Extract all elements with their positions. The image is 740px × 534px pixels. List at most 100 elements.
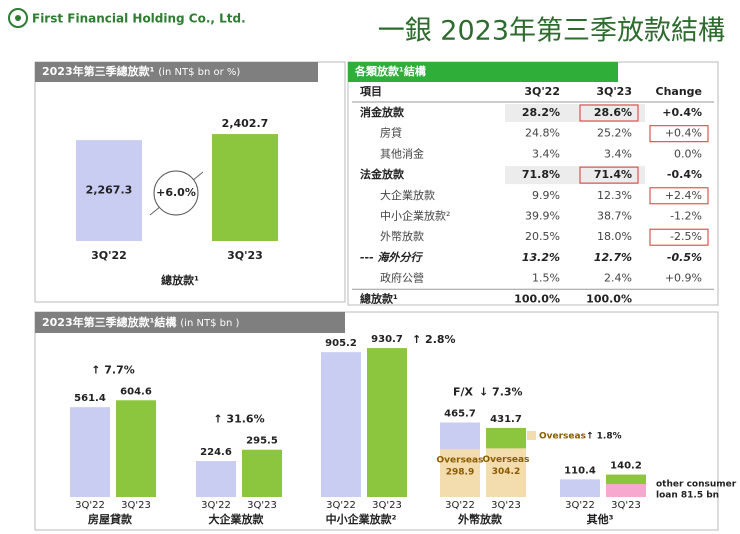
bar: [116, 400, 156, 497]
panel: [34, 311, 719, 531]
table-cell: 28.2%: [522, 106, 560, 119]
table-cell: 18.0%: [597, 230, 632, 243]
segment-name: Overseas: [483, 455, 530, 465]
x-tick-label: 3Q'23: [372, 500, 402, 511]
bar: [70, 407, 110, 497]
table-cell: 100.0%: [586, 292, 632, 305]
value-label: 2,267.3: [86, 184, 133, 197]
legend-swatch: [527, 431, 536, 440]
table-cell: 房貸: [380, 126, 402, 140]
bar: [367, 348, 407, 497]
growth: +6.0%: [156, 186, 196, 199]
subtitle: (in NT$ bn ): [180, 318, 239, 329]
highlight-box: [649, 187, 709, 205]
panel-header: [35, 312, 345, 333]
fx-label: F/X: [453, 385, 474, 398]
x-tick-label: 3Q'22: [445, 500, 475, 511]
legend-growth: ↑ 1.8%: [586, 432, 622, 442]
other-consumer-segment: [606, 483, 646, 497]
logo-dot: [15, 15, 21, 21]
x-tick-label: 3Q'23: [247, 500, 277, 511]
bar: [321, 352, 361, 497]
growth-circle: [153, 170, 199, 216]
value-label: 224.6: [200, 447, 232, 458]
table-cell: 大企業放款: [380, 188, 435, 202]
category-label: 房屋貸款: [88, 512, 133, 526]
value-label: 431.7: [490, 414, 522, 425]
table-cell: 消金放款: [360, 105, 405, 119]
x-tick-label: 3Q'23: [611, 500, 641, 511]
table-header-cell: 3Q'23: [596, 85, 632, 98]
highlight-box: [579, 166, 639, 184]
x-tick-label: 3Q'22: [75, 500, 105, 511]
table-cell: 71.4%: [594, 168, 632, 181]
table-cell: +0.4%: [662, 106, 702, 119]
table-cell: 中小企業放款²: [380, 209, 450, 223]
table-cell: 1.5%: [532, 272, 560, 285]
segment-label: other consumer: [656, 480, 737, 490]
value-label: 295.5: [246, 436, 278, 447]
x-tick-label: 3Q'23: [491, 500, 521, 511]
table-cell: 政府公營: [380, 271, 424, 285]
value-label: 2,402.7: [222, 117, 269, 130]
x-tick-label: 3Q'22: [326, 500, 356, 511]
table-header-cell: Change: [656, 85, 703, 98]
bar: [560, 479, 600, 497]
panel-header: [35, 62, 318, 82]
table-cell: 39.9%: [525, 210, 560, 223]
overseas-segment: [440, 449, 480, 497]
table-cell: -0.4%: [667, 168, 702, 181]
table-cell: 12.7%: [594, 251, 632, 264]
category-label: 中小企業放款²: [326, 512, 397, 526]
table-cell: 100.0%: [514, 292, 560, 305]
table-cell: 20.5%: [525, 230, 560, 243]
x-label: 總放款¹: [161, 273, 199, 287]
table-cell: 總放款¹: [360, 291, 398, 305]
segment-value: 304.2: [492, 467, 520, 477]
table-header-cell: 項目: [360, 85, 382, 98]
x-tick-label: 3Q'23: [227, 249, 263, 262]
x-tick-label: 3Q'22: [565, 500, 595, 511]
category-label: 其他³: [587, 512, 614, 526]
slide-title: 一銀 2023年第三季放款結構: [378, 16, 725, 47]
x-tick-label: 3Q'22: [91, 249, 127, 262]
value-label: 604.6: [120, 386, 152, 397]
highlight-box: [579, 104, 639, 122]
table-cell: 其他消金: [380, 146, 424, 160]
x-tick-label: 3Q'22: [201, 500, 231, 511]
title: 2023年第三季總放款¹結構: [42, 315, 176, 329]
table-cell: 外幣放款: [380, 229, 424, 243]
segment-name: Overseas: [437, 456, 484, 466]
change-label: ↓ 7.3%: [479, 385, 523, 398]
table-cell: -1.2%: [670, 210, 702, 223]
bar: [212, 134, 278, 241]
table-cell: 13.2%: [522, 251, 560, 264]
highlight-box: [649, 125, 709, 143]
value-label: 140.2: [610, 461, 642, 472]
table-cell: 38.7%: [597, 210, 632, 223]
overseas-segment: [486, 448, 526, 497]
table-cell: +2.4%: [665, 189, 702, 202]
legend-name: Overseas: [539, 432, 586, 442]
bar: [76, 140, 142, 241]
x-tick-label: 3Q'23: [121, 500, 151, 511]
value-label: 561.4: [74, 393, 106, 404]
table-cell: 法金放款: [360, 167, 405, 181]
value-label: 905.2: [325, 338, 357, 349]
segment-value: 298.9: [446, 468, 474, 478]
value-label: 930.7: [371, 334, 403, 345]
table-cell: 9.9%: [532, 189, 560, 202]
table-cell: 3.4%: [604, 147, 632, 160]
row-shade: [505, 166, 645, 185]
logo: [8, 8, 28, 28]
change-label: ↑ 31.6%: [213, 413, 264, 426]
value-label: 465.7: [444, 408, 476, 419]
category-label: 大企業放款: [209, 512, 265, 526]
company-name: First Financial Holding Co., Ltd.: [32, 12, 246, 26]
bar: [242, 449, 282, 497]
table-cell: -2.5%: [670, 230, 702, 243]
panel-title: 2023年第三季總放款¹ (in NT$ bn or %): [42, 64, 240, 78]
table-cell: +0.9%: [665, 272, 702, 285]
table-cell: 12.3%: [597, 189, 632, 202]
